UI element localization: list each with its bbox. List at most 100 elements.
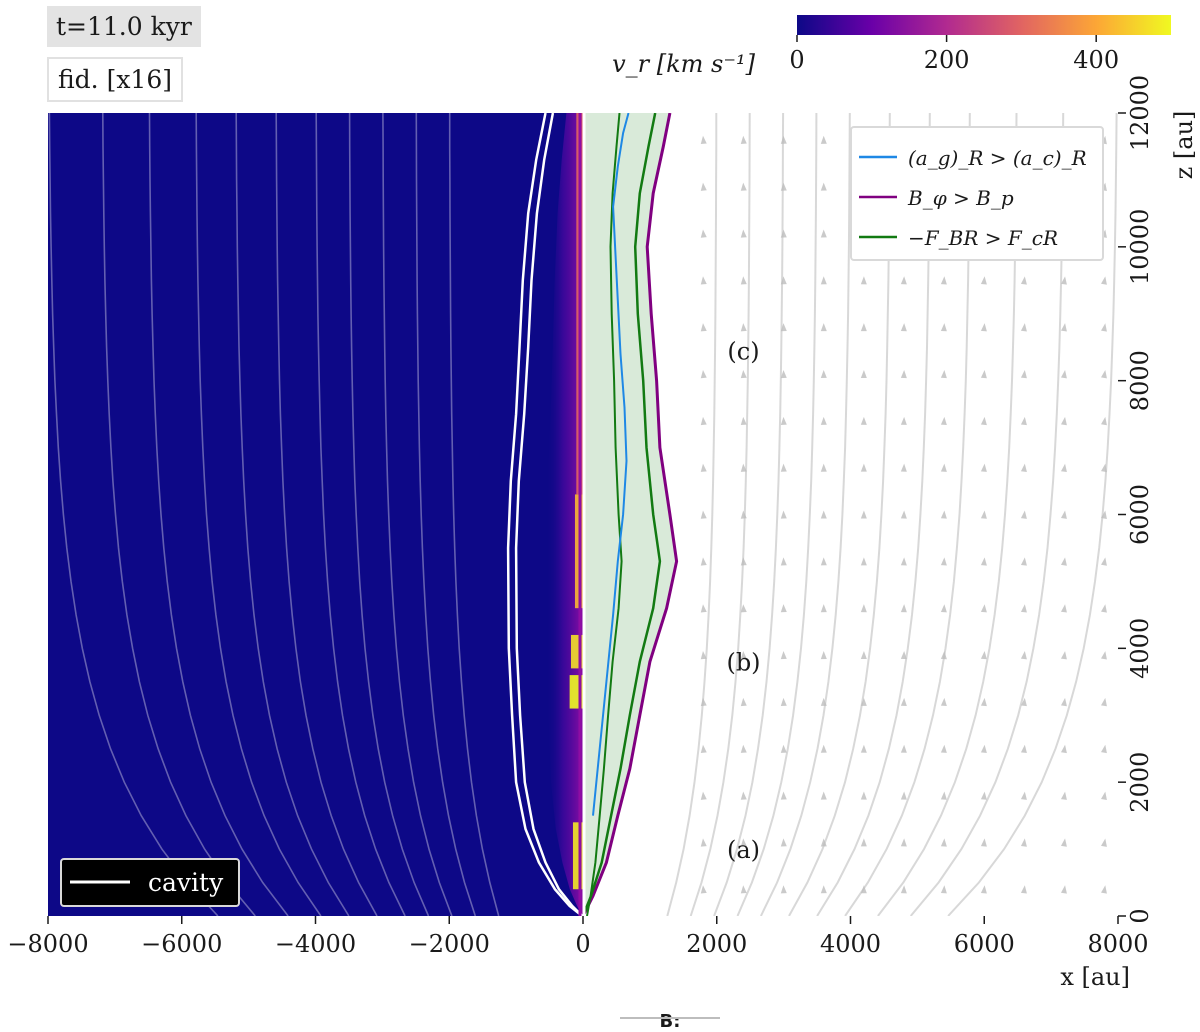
- velocity-arrow: [860, 416, 867, 425]
- velocity-arrow: [820, 323, 827, 332]
- y-tick-label: 8000: [1126, 350, 1154, 411]
- field-line: [48, 113, 219, 916]
- x-tick-label: −2000: [409, 930, 490, 958]
- velocity-arrow: [1020, 604, 1027, 613]
- velocity-arrow: [1101, 370, 1107, 379]
- velocity-arrow: [820, 557, 827, 566]
- field-line: [759, 113, 851, 916]
- velocity-arrow: [860, 463, 867, 472]
- velocity-arrow: [1060, 276, 1067, 285]
- velocity-arrow: [820, 744, 827, 753]
- velocity-arrow: [940, 276, 947, 285]
- velocity-arrow: [1101, 885, 1107, 894]
- velocity-arrow: [820, 369, 827, 379]
- velocity-arrow: [740, 510, 747, 519]
- velocity-arrow: [940, 416, 947, 425]
- y-tick-label: 12000: [1126, 75, 1154, 151]
- velocity-arrow: [780, 323, 787, 332]
- legend-cavity-label: cavity: [148, 868, 224, 897]
- velocity-arrow: [1060, 885, 1067, 894]
- y-tick-label: 6000: [1126, 484, 1154, 545]
- velocity-arrow: [700, 323, 707, 332]
- velocity-arrow: [740, 416, 747, 426]
- velocity-arrow: [700, 791, 707, 800]
- velocity-arrow: [780, 369, 787, 379]
- velocity-arrow: [700, 276, 707, 285]
- velocity-arrow: [1020, 510, 1027, 519]
- velocity-arrow: [780, 229, 787, 238]
- footer-label: B:: [659, 1011, 681, 1032]
- velocity-arrow: [980, 604, 987, 613]
- velocity-arrow: [1060, 791, 1067, 800]
- legend-label-bphi: B_φ > B_p: [907, 186, 1014, 210]
- velocity-arrow: [900, 651, 907, 660]
- velocity-arrow: [980, 369, 987, 379]
- region-annotation: (b): [726, 649, 760, 677]
- velocity-arrow: [1101, 604, 1107, 613]
- velocity-arrow: [1101, 651, 1107, 660]
- velocity-arrow: [700, 744, 707, 753]
- x-tick-label: 6000: [954, 930, 1015, 958]
- velocity-arrow: [1020, 791, 1027, 800]
- legend-contours: (a_g)_R > (a_c)_R B_φ > B_p −F_BR > F_cR: [850, 126, 1104, 261]
- velocity-arrow: [780, 744, 787, 753]
- velocity-arrow: [700, 416, 707, 426]
- field-line: [415, 113, 477, 916]
- velocity-arrow: [860, 557, 867, 566]
- velocity-arrow: [980, 651, 987, 660]
- velocity-arrow: [700, 510, 707, 519]
- velocity-arrow: [1101, 838, 1107, 847]
- velocity-arrow: [820, 791, 827, 800]
- velocity-arrow: [740, 557, 747, 566]
- velocity-arrow: [940, 557, 947, 566]
- velocity-arrow: [860, 838, 867, 847]
- velocity-arrow: [700, 557, 707, 566]
- velocity-arrow: [900, 697, 907, 706]
- velocity-arrow: [1060, 323, 1067, 332]
- velocity-arrow: [940, 463, 947, 472]
- region-annotation: (a): [727, 836, 760, 864]
- velocity-arrow: [740, 885, 747, 894]
- velocity-arrow: [740, 135, 747, 144]
- velocity-arrow: [980, 697, 987, 707]
- velocity-arrow: [860, 651, 867, 660]
- velocity-arrow: [780, 838, 787, 847]
- velocity-arrow: [900, 604, 907, 613]
- velocity-arrow: [700, 463, 707, 472]
- velocity-arrow: [1060, 557, 1067, 566]
- velocity-arrow: [820, 651, 827, 660]
- velocity-arrow: [980, 323, 987, 332]
- velocity-arrow: [1101, 557, 1107, 566]
- velocity-arrow: [1020, 651, 1027, 660]
- cavity-boundary-inner: [514, 113, 584, 916]
- velocity-arrow: [1060, 651, 1067, 660]
- field-line: [947, 113, 1118, 916]
- x-tick-label: −8000: [7, 930, 88, 958]
- velocity-arrow: [1060, 604, 1067, 613]
- velocity-arrow: [940, 369, 947, 379]
- field-line: [348, 113, 430, 916]
- velocity-arrow: [740, 229, 747, 238]
- jet-segment: [572, 822, 583, 890]
- region-annotations: (a) (b) (c): [726, 338, 760, 865]
- velocity-arrow: [740, 323, 747, 332]
- velocity-arrow: [1101, 791, 1107, 800]
- velocity-arrow: [740, 697, 747, 707]
- colorbar-tick-label: 0: [789, 46, 804, 74]
- velocity-arrow: [900, 744, 907, 753]
- velocity-arrow: [780, 885, 787, 894]
- velocity-arrow: [740, 651, 747, 660]
- velocity-arrow: [860, 323, 867, 332]
- velocity-arrow: [860, 885, 867, 894]
- field-line: [275, 113, 378, 916]
- field-line: [382, 113, 453, 916]
- velocity-arrow: [980, 744, 987, 753]
- velocity-arrow: [900, 463, 907, 472]
- velocity-arrow: [700, 229, 707, 238]
- velocity-arrow: [940, 791, 947, 800]
- velocity-arrow: [980, 416, 987, 426]
- velocity-arrow: [860, 510, 867, 519]
- velocity-arrow: [1101, 416, 1107, 426]
- velocity-arrows-right: [700, 135, 1107, 894]
